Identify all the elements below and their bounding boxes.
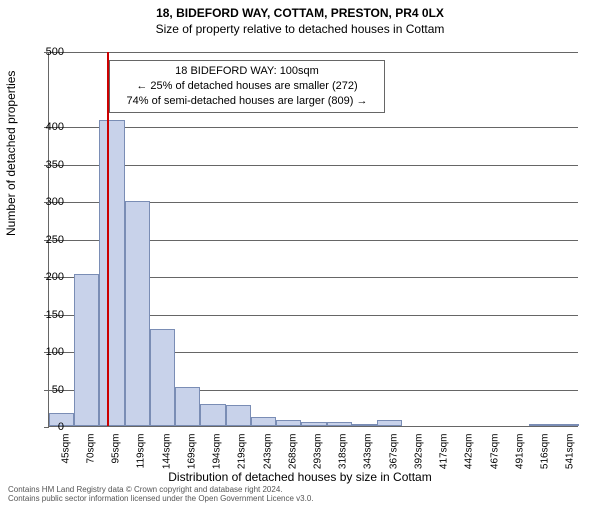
y-tick-label: 100 (32, 346, 64, 358)
histogram-bar (251, 417, 276, 426)
plot-area: 18 BIDEFORD WAY: 100sqm ← 25% of detache… (48, 52, 578, 427)
histogram-bar (301, 422, 326, 426)
y-axis-label: Number of detached properties (4, 71, 18, 236)
annotation-line-1: 18 BIDEFORD WAY: 100sqm (116, 64, 378, 79)
y-tick-label: 300 (32, 196, 64, 208)
histogram-chart: 18 BIDEFORD WAY: 100sqm ← 25% of detache… (48, 52, 578, 427)
y-tick-label: 0 (32, 421, 64, 433)
histogram-bar (352, 424, 377, 426)
histogram-bar (200, 404, 225, 427)
x-axis-label: Distribution of detached houses by size … (0, 470, 600, 484)
annotation-line-2: ← 25% of detached houses are smaller (27… (116, 79, 378, 94)
histogram-bar (276, 420, 301, 426)
histogram-bar (529, 424, 554, 426)
annotation-box: 18 BIDEFORD WAY: 100sqm ← 25% of detache… (109, 60, 385, 113)
y-tick-label: 500 (32, 46, 64, 58)
grid-line (49, 165, 578, 166)
histogram-bar (99, 120, 124, 426)
histogram-bar (150, 329, 175, 427)
y-tick-label: 200 (32, 271, 64, 283)
histogram-bar (74, 274, 99, 426)
grid-line (49, 127, 578, 128)
footer-line-1: Contains HM Land Registry data © Crown c… (8, 485, 314, 495)
histogram-bar (554, 424, 579, 426)
annotation-line-3: 74% of semi-detached houses are larger (… (116, 94, 378, 109)
y-tick-label: 250 (32, 234, 64, 246)
histogram-bar (175, 387, 200, 426)
footer-attribution: Contains HM Land Registry data © Crown c… (8, 485, 314, 504)
histogram-bar (327, 422, 352, 426)
y-tick-label: 400 (32, 121, 64, 133)
marker-line (107, 52, 109, 426)
y-tick-label: 350 (32, 159, 64, 171)
y-tick-label: 150 (32, 309, 64, 321)
page-title: 18, BIDEFORD WAY, COTTAM, PRESTON, PR4 0… (0, 6, 600, 20)
histogram-bar (125, 201, 150, 426)
page-subtitle: Size of property relative to detached ho… (0, 22, 600, 36)
y-tick-label: 50 (32, 384, 64, 396)
grid-line (49, 52, 578, 53)
histogram-bar (377, 420, 402, 426)
footer-line-2: Contains public sector information licen… (8, 494, 314, 504)
histogram-bar (226, 405, 251, 426)
